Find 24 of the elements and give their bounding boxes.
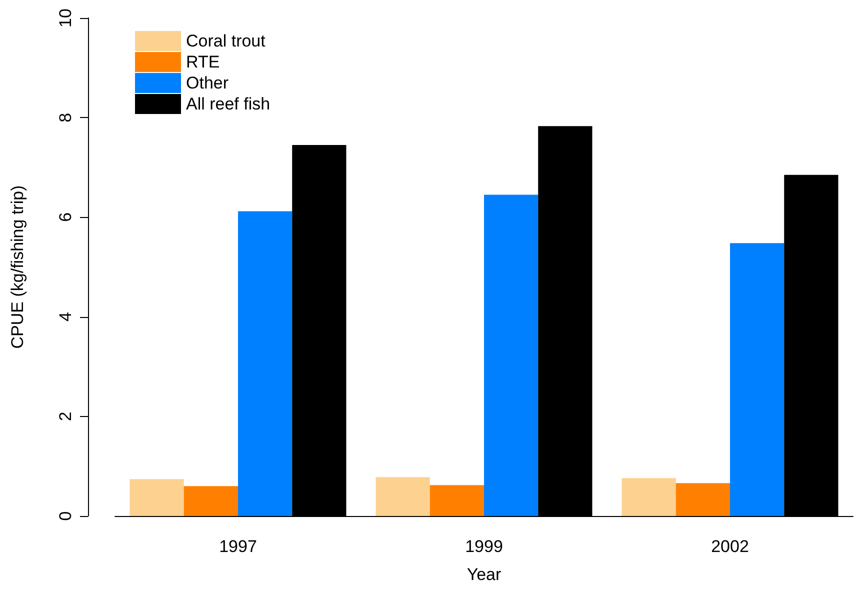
y-tick-label: 6 bbox=[56, 212, 75, 222]
y-tick-label: 10 bbox=[56, 8, 75, 28]
bar bbox=[376, 477, 430, 516]
y-axis-title: CPUE (kg/fishing trip) bbox=[8, 185, 27, 349]
bar bbox=[238, 211, 292, 516]
bar bbox=[730, 243, 784, 516]
bar bbox=[676, 483, 730, 516]
legend-label: RTE bbox=[186, 52, 220, 72]
bar bbox=[184, 486, 238, 516]
legend-label: Coral trout bbox=[186, 32, 266, 50]
y-tick-label: 4 bbox=[56, 312, 75, 322]
y-tick-label: 2 bbox=[56, 412, 75, 422]
x-tick-label: 1999 bbox=[465, 537, 503, 556]
x-axis-title: Year bbox=[466, 565, 502, 584]
bar bbox=[484, 194, 538, 516]
legend-label: Other bbox=[186, 74, 229, 92]
y-tick-label: 0 bbox=[56, 511, 75, 521]
bar bbox=[430, 485, 484, 516]
x-tick-label: 2002 bbox=[711, 537, 749, 556]
bar bbox=[130, 479, 184, 516]
bar bbox=[622, 478, 676, 516]
legend-label: All reef fish bbox=[186, 94, 270, 114]
x-tick-label: 1997 bbox=[219, 537, 257, 556]
y-tick-label: 8 bbox=[56, 112, 75, 122]
